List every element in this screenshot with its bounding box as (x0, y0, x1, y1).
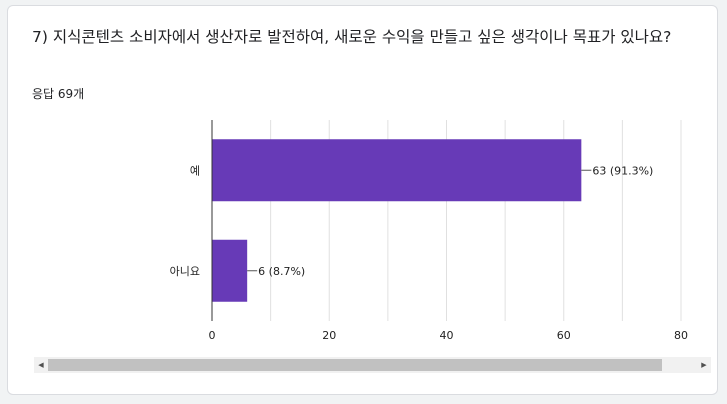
x-tick-label: 60 (557, 329, 571, 342)
chart-card: 7) 지식콘텐츠 소비자에서 생산자로 발전하여, 새로운 수익을 만들고 싶은… (7, 5, 718, 395)
question-title: 7) 지식콘텐츠 소비자에서 생산자로 발전하여, 새로운 수익을 만들고 싶은… (32, 28, 672, 46)
bar-0 (212, 139, 582, 202)
x-tick-label: 80 (674, 329, 688, 342)
bar-chart: 0 20 40 60 80 예 63 (91.3%) 아니요 6 (8.7%) (170, 120, 688, 342)
category-label: 예 (190, 164, 200, 177)
response-count: 응답 69개 (32, 87, 85, 101)
bar-1 (212, 239, 248, 302)
x-tick-label: 0 (209, 329, 216, 342)
category-label: 아니요 (170, 265, 200, 278)
labels: 예 63 (91.3%) 아니요 6 (8.7%) (170, 164, 654, 278)
bars (212, 139, 582, 302)
scroll-thumb[interactable] (48, 359, 662, 371)
axes: 0 20 40 60 80 (209, 120, 688, 342)
x-tick-label: 40 (440, 329, 454, 342)
data-label: 63 (91.3%) (592, 164, 653, 177)
x-tick-label: 20 (322, 329, 336, 342)
data-label: 6 (8.7%) (258, 265, 305, 278)
scroll-left-icon[interactable]: ◀ (38, 361, 44, 369)
horizontal-scrollbar[interactable]: ◀ ▶ (34, 357, 711, 373)
scroll-right-icon[interactable]: ▶ (701, 361, 707, 369)
